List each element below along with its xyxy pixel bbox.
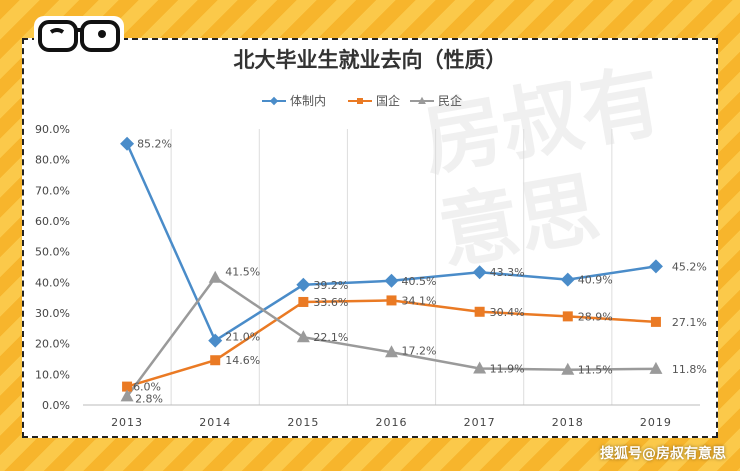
x-tick-label: 2013 bbox=[111, 416, 143, 429]
y-tick-label: 20.0% bbox=[35, 338, 70, 351]
data-label: 43.3% bbox=[490, 266, 525, 279]
y-tick-label: 70.0% bbox=[35, 184, 70, 197]
data-label: 11.9% bbox=[490, 363, 525, 376]
series-line-0 bbox=[125, 143, 657, 343]
y-tick-label: 30.0% bbox=[35, 307, 70, 320]
data-label: 21.0% bbox=[225, 331, 260, 344]
y-tick-label: 0.0% bbox=[42, 399, 70, 412]
y-tick-label: 90.0% bbox=[35, 123, 70, 136]
data-label: 2.8% bbox=[135, 392, 163, 405]
legend-marker bbox=[269, 96, 279, 106]
y-tick-label: 60.0% bbox=[35, 215, 70, 228]
data-point bbox=[649, 361, 663, 374]
y-tick-label: 10.0% bbox=[35, 368, 70, 381]
data-label: 11.5% bbox=[578, 364, 613, 377]
data-label: 40.9% bbox=[578, 274, 613, 287]
data-label: 28.9% bbox=[578, 310, 613, 323]
data-point bbox=[210, 355, 221, 366]
legend: 体制内 国企 民企 bbox=[262, 93, 462, 108]
glasses-logo-icon bbox=[34, 16, 124, 56]
data-point bbox=[208, 333, 223, 348]
x-tick-label: 2019 bbox=[640, 416, 672, 429]
data-label: 6.0% bbox=[133, 381, 161, 394]
data-point bbox=[472, 265, 487, 280]
legend-label: 国企 bbox=[376, 93, 400, 108]
data-label: 40.5% bbox=[402, 275, 437, 288]
data-label: 27.1% bbox=[672, 316, 707, 329]
data-point bbox=[648, 259, 663, 274]
data-point bbox=[120, 389, 134, 402]
data-point bbox=[384, 273, 399, 288]
legend-label: 民企 bbox=[438, 93, 462, 108]
legend-marker bbox=[418, 96, 426, 104]
data-label: 17.2% bbox=[402, 344, 437, 357]
data-point bbox=[562, 311, 573, 322]
data-point bbox=[385, 345, 398, 358]
data-point bbox=[561, 362, 575, 375]
y-tick-label: 80.0% bbox=[35, 154, 70, 167]
data-label: 41.5% bbox=[225, 266, 260, 279]
data-label: 39.2% bbox=[313, 279, 348, 292]
data-label: 45.2% bbox=[672, 260, 707, 273]
data-label: 30.4% bbox=[490, 306, 525, 319]
x-tick-label: 2016 bbox=[376, 416, 408, 429]
data-point bbox=[386, 295, 397, 306]
chart-panel bbox=[22, 38, 718, 438]
x-tick-label: 2017 bbox=[464, 416, 496, 429]
x-tick-label: 2018 bbox=[552, 416, 584, 429]
data-label: 85.2% bbox=[137, 138, 172, 151]
y-tick-label: 50.0% bbox=[35, 246, 70, 259]
x-tick-label: 2015 bbox=[287, 416, 319, 429]
data-label: 34.1% bbox=[402, 294, 437, 307]
data-point bbox=[474, 306, 485, 317]
data-point bbox=[208, 270, 222, 283]
data-point bbox=[296, 277, 311, 292]
footer-credit: 搜狐号@房叔有意思 bbox=[600, 446, 726, 462]
data-point bbox=[650, 316, 661, 327]
data-point bbox=[296, 330, 310, 343]
data-point bbox=[298, 296, 309, 307]
data-point bbox=[120, 136, 135, 151]
data-point bbox=[122, 381, 133, 392]
data-label: 22.1% bbox=[313, 331, 348, 344]
legend-label: 体制内 bbox=[290, 94, 326, 108]
data-point bbox=[560, 272, 575, 287]
data-label: 33.6% bbox=[313, 296, 348, 309]
data-label: 11.8% bbox=[672, 363, 707, 376]
chart-title: 北大毕业生就业去向（性质） bbox=[234, 48, 507, 72]
y-tick-label: 40.0% bbox=[35, 276, 70, 289]
legend-marker bbox=[357, 98, 363, 104]
data-point bbox=[473, 361, 487, 374]
data-label: 14.6% bbox=[225, 354, 260, 367]
series-line-1 bbox=[126, 299, 657, 388]
x-tick-label: 2014 bbox=[199, 416, 231, 429]
